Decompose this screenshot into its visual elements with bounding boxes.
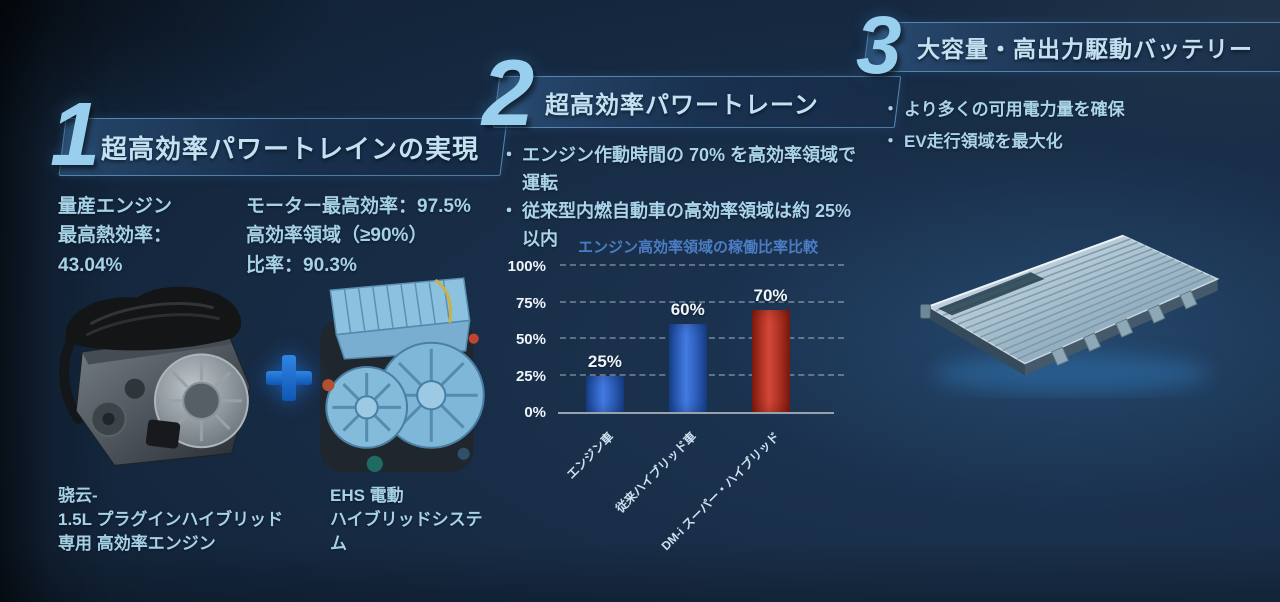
battery-photo bbox=[920, 234, 1220, 394]
section-number-1: 1 bbox=[50, 85, 101, 185]
section-3-title: 大容量・高出力駆動バッテリー bbox=[917, 36, 1253, 62]
section-powertrain-realization: 1 超高効率パワートレインの実現 量産エンジン 最高熱効率： 43.04% モー… bbox=[50, 85, 508, 566]
caption-line: EHS 電動 bbox=[330, 486, 404, 505]
plus-icon bbox=[266, 355, 312, 401]
bar-value-label: 60% bbox=[670, 300, 705, 320]
list-item: ・ EV走行領域を最大化 bbox=[882, 126, 1252, 158]
stat-line: 高効率領域（≥90%） bbox=[246, 225, 428, 247]
chart-title: エンジン高効率領域の稼働比率比較 bbox=[577, 239, 818, 256]
caption-line: 骁云- bbox=[58, 486, 98, 505]
section-2-title: 超高効率パワートレーン bbox=[545, 91, 819, 119]
section-battery: 3 大容量・高出力駆動バッテリー ・ より多くの可用電力量を確保 ・ EV走行領… bbox=[852, 0, 1280, 568]
y-tick-label: 50% bbox=[515, 331, 546, 348]
bar bbox=[585, 375, 624, 412]
bar-value-label: 25% bbox=[587, 351, 622, 371]
efficiency-bar-chart: エンジン高効率領域の稼働比率比較 エンジン車 従来ハイブリッド車 DM-i スーパー… bbox=[500, 236, 848, 553]
ehs-system-photo bbox=[320, 277, 485, 472]
y-tick-label: 75% bbox=[515, 294, 546, 312]
bullet-text: EV走行領域を最大化 bbox=[904, 132, 1063, 152]
bullet-text: エンジン作動時間の 70% を高効率領域で運転 bbox=[522, 145, 857, 193]
bullet-dot: ・ bbox=[882, 100, 899, 119]
chart-plot: エンジン車 従来ハイブリッド車 DM-i スーパー・ハイブリッド 0% 25% 50% 7… bbox=[508, 258, 844, 553]
stat-line: 最高熱効率： bbox=[58, 225, 173, 247]
y-tick-label: 25% bbox=[515, 367, 546, 385]
section-powertrain-efficiency: 2 超高効率パワートレーン ・ エンジン作動時間の 70% を高効率領域で運転 … bbox=[480, 40, 902, 562]
caption-line: 専用 高効率エンジン bbox=[58, 533, 216, 553]
powertrain-images-row bbox=[50, 264, 485, 478]
section-3-bullet-list: ・ より多くの可用電力量を確保 ・ EV走行領域を最大化 bbox=[882, 94, 1252, 159]
section-number-2: 2 bbox=[482, 40, 535, 145]
chart-xticks: エンジン車 従来ハイブリッド車 DM-i スーパー・ハイブリッド bbox=[558, 412, 834, 553]
bar-group: 70% bbox=[750, 266, 792, 412]
list-item: ・ より多くの可用電力量を確保 bbox=[882, 94, 1252, 126]
section-1-title: 超高効率パワートレインの実現 bbox=[101, 133, 480, 164]
bar bbox=[668, 324, 707, 412]
bar-value-label: 70% bbox=[753, 285, 788, 305]
ehs-caption: EHS 電動 ハイブリッドシステム bbox=[330, 484, 490, 555]
section-1-title-banner: 超高効率パワートレインの実現 bbox=[58, 118, 508, 176]
section-3-title-banner: 大容量・高出力駆動バッテリー bbox=[862, 22, 1280, 72]
powertrain-captions: 骁云- 1.5L プラグインハイブリッド 専用 高効率エンジン EHS 電動 ハ… bbox=[58, 484, 490, 555]
caption-line: 1.5L プラグインハイブリッド bbox=[58, 509, 284, 529]
list-item: ・ エンジン作動時間の 70% を高効率領域で運転 bbox=[500, 142, 872, 198]
bar-group: 25% bbox=[584, 266, 626, 412]
y-tick-label: 0% bbox=[524, 404, 546, 421]
bar bbox=[751, 309, 790, 412]
bullet-text: より多くの可用電力量を確保 bbox=[904, 100, 1125, 119]
section-number-3: 3 bbox=[856, 0, 902, 91]
section-2-title-banner: 超高効率パワートレーン bbox=[492, 76, 902, 128]
x-tick-label: エンジン車 bbox=[563, 429, 617, 482]
stat-line: 量産エンジン bbox=[58, 196, 173, 217]
bar-group: 60% bbox=[667, 266, 709, 412]
bullet-dot: ・ bbox=[500, 145, 518, 165]
engine-photo bbox=[59, 286, 251, 466]
engine-caption: 骁云- 1.5L プラグインハイブリッド 専用 高効率エンジン bbox=[58, 484, 330, 555]
caption-line: ハイブリッドシステム bbox=[330, 509, 483, 553]
y-tick-label: 100% bbox=[507, 258, 546, 275]
x-tick-label: 従来ハイブリッド車 bbox=[612, 429, 700, 516]
stat-line: モーター最高効率：97.5% bbox=[246, 196, 471, 217]
bullet-dot: ・ bbox=[882, 132, 899, 152]
